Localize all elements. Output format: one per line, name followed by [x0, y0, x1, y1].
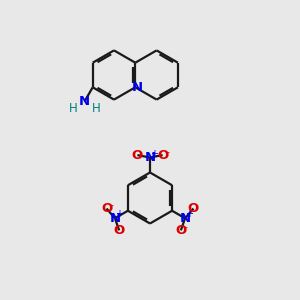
Text: O: O: [157, 148, 168, 162]
Text: O: O: [101, 202, 112, 215]
Text: -: -: [110, 200, 114, 211]
Text: H: H: [69, 102, 77, 115]
Text: H: H: [92, 102, 100, 115]
Text: N: N: [179, 212, 191, 225]
Text: +: +: [185, 209, 193, 219]
Text: -: -: [184, 222, 188, 233]
Text: O: O: [132, 148, 143, 162]
Text: O: O: [188, 202, 199, 215]
Text: N: N: [132, 81, 143, 94]
Text: +: +: [115, 209, 123, 219]
Text: O: O: [113, 224, 125, 237]
Text: N: N: [144, 151, 156, 164]
Text: O: O: [175, 224, 187, 237]
Text: N: N: [79, 95, 90, 108]
Text: -: -: [166, 147, 170, 157]
Text: +: +: [150, 148, 158, 159]
Text: N: N: [110, 212, 121, 225]
